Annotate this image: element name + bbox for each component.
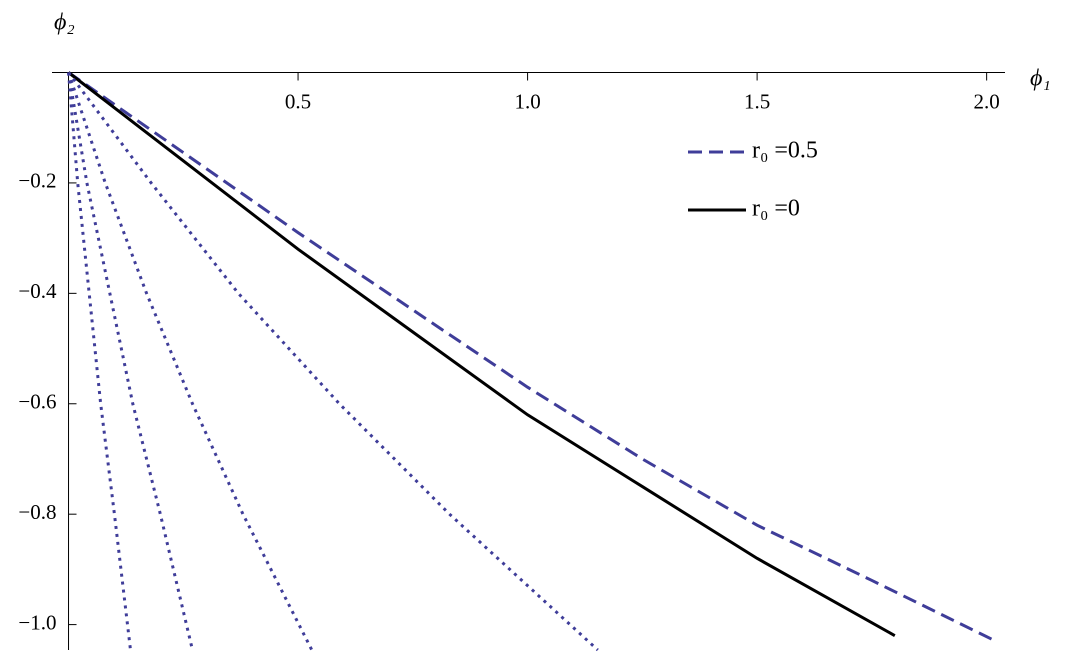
y-tick-label: −0.8 <box>18 500 56 524</box>
legend-label: r₀ =0.5 <box>752 138 818 164</box>
y-tick-label: −0.6 <box>18 390 56 414</box>
series-line <box>67 72 314 651</box>
series-line <box>67 72 194 651</box>
series-line <box>67 71 997 643</box>
series-line <box>67 72 132 651</box>
y-tick-label: −0.4 <box>18 279 57 303</box>
x-tick-label: 1.0 <box>514 89 540 113</box>
x-axis-label: ϕ₁ <box>1030 66 1051 92</box>
x-tick-label: 0.5 <box>285 89 311 113</box>
series-line <box>67 71 599 652</box>
y-tick-label: −0.2 <box>18 169 56 193</box>
y-axis-label: ϕ₂ <box>54 10 75 36</box>
x-tick-label: 1.5 <box>744 89 770 113</box>
legend-label: r₀ =0 <box>752 196 800 222</box>
y-tick-label: −1.0 <box>18 610 56 634</box>
x-tick-label: 2.0 <box>974 89 1000 113</box>
series-line <box>67 71 896 637</box>
